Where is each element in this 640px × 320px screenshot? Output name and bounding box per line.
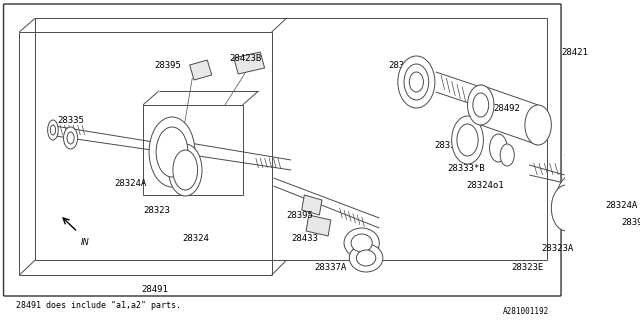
Ellipse shape xyxy=(551,185,581,231)
Ellipse shape xyxy=(490,134,508,162)
Text: 28395: 28395 xyxy=(621,218,640,227)
Text: 28324A: 28324A xyxy=(115,179,147,188)
Ellipse shape xyxy=(356,250,376,266)
Ellipse shape xyxy=(173,150,198,190)
Text: 28335: 28335 xyxy=(57,116,84,124)
Ellipse shape xyxy=(562,164,602,226)
Text: 28324A: 28324A xyxy=(606,201,638,210)
Ellipse shape xyxy=(627,184,640,206)
FancyBboxPatch shape xyxy=(4,4,561,296)
Ellipse shape xyxy=(67,132,74,144)
Ellipse shape xyxy=(351,234,372,252)
Ellipse shape xyxy=(51,125,56,135)
Text: 28323: 28323 xyxy=(143,205,170,214)
Text: 28324o1: 28324o1 xyxy=(467,180,504,189)
Text: IN: IN xyxy=(81,238,90,247)
Ellipse shape xyxy=(525,105,551,145)
Text: 28337A: 28337A xyxy=(315,263,347,273)
Text: 28395: 28395 xyxy=(154,60,181,69)
Ellipse shape xyxy=(404,64,429,100)
Polygon shape xyxy=(301,195,322,215)
Ellipse shape xyxy=(410,72,424,92)
Polygon shape xyxy=(637,205,640,222)
Polygon shape xyxy=(306,215,331,236)
Text: 28421: 28421 xyxy=(562,47,589,57)
Text: 28335: 28335 xyxy=(435,140,461,149)
Ellipse shape xyxy=(349,244,383,272)
Ellipse shape xyxy=(168,144,202,196)
Text: 28333*B: 28333*B xyxy=(447,164,484,172)
Ellipse shape xyxy=(452,116,483,164)
Ellipse shape xyxy=(47,120,58,140)
Ellipse shape xyxy=(468,85,494,125)
Text: 28323A: 28323A xyxy=(541,244,573,252)
Ellipse shape xyxy=(398,56,435,108)
Ellipse shape xyxy=(149,117,195,187)
Text: 28492: 28492 xyxy=(493,103,520,113)
Ellipse shape xyxy=(630,189,637,201)
Ellipse shape xyxy=(156,127,188,177)
Polygon shape xyxy=(234,52,264,74)
Text: 28491 does include "a1,a2" parts.: 28491 does include "a1,a2" parts. xyxy=(16,301,181,310)
Ellipse shape xyxy=(500,144,515,166)
Ellipse shape xyxy=(556,174,591,229)
Text: 28323E: 28323E xyxy=(511,263,543,273)
Ellipse shape xyxy=(568,150,614,220)
Ellipse shape xyxy=(63,127,77,149)
Ellipse shape xyxy=(473,93,489,117)
Polygon shape xyxy=(189,60,212,80)
Text: 28324: 28324 xyxy=(182,234,209,243)
Text: 28395: 28395 xyxy=(287,211,314,220)
Ellipse shape xyxy=(457,124,478,156)
Text: 28423B: 28423B xyxy=(229,53,261,62)
Text: 28433: 28433 xyxy=(291,234,318,243)
Text: 28491: 28491 xyxy=(141,285,168,294)
Text: 28337: 28337 xyxy=(388,60,415,69)
Ellipse shape xyxy=(344,228,380,258)
Text: A281001192: A281001192 xyxy=(502,308,548,316)
